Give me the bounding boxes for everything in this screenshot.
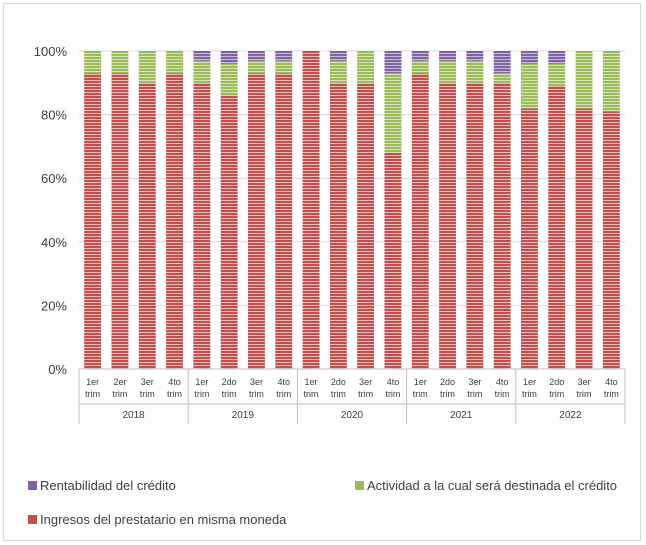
x-tick-label: 2do trim xyxy=(222,377,237,399)
bar-segment-s2-c11 xyxy=(384,51,402,74)
bar-segment-s0-c15 xyxy=(493,82,511,370)
x-tick-label: 4to trim xyxy=(167,377,182,399)
bar-segment-s1-c19 xyxy=(602,51,620,112)
bar-segment-s0-c2 xyxy=(138,82,156,370)
x-tick-label: 3er trim xyxy=(577,377,592,399)
x-tick-label: 4to trim xyxy=(385,377,400,399)
legend-item-rentabilidad: Rentabilidad del crédito xyxy=(28,478,176,493)
y-tick-label: 40% xyxy=(41,235,67,250)
bar-segment-s0-c8 xyxy=(302,51,320,369)
legend-label-rentabilidad: Rentabilidad del crédito xyxy=(40,478,176,493)
bar-segment-s2-c14 xyxy=(466,51,484,61)
bar-segment-s0-c5 xyxy=(220,95,238,370)
x-group-label: 2018 xyxy=(122,410,145,421)
x-tick-label: 3er trim xyxy=(140,377,155,399)
x-tick-label: 2do trim xyxy=(549,377,564,399)
y-tick-label: 20% xyxy=(41,298,67,313)
legend-label-actividad: Actividad a la cual será destinada el cr… xyxy=(367,478,618,493)
bar-segment-s0-c9 xyxy=(329,82,347,370)
bar-segment-s1-c0 xyxy=(84,51,102,74)
bar-segment-s0-c0 xyxy=(84,73,102,369)
y-tick-label: 60% xyxy=(41,171,67,186)
bar-segment-s1-c5 xyxy=(220,63,238,96)
bar-segment-s1-c10 xyxy=(357,51,375,83)
legend-swatch-purple-icon xyxy=(28,481,37,490)
bar-segment-s0-c14 xyxy=(466,82,484,370)
y-tick-label: 80% xyxy=(41,108,67,123)
x-tick-label: 2do trim xyxy=(331,377,346,399)
bar-segment-s2-c9 xyxy=(329,51,347,61)
legend-item-actividad: Actividad a la cual será destinada el cr… xyxy=(355,478,617,493)
bar-segment-s1-c15 xyxy=(493,73,511,83)
x-group-label: 2019 xyxy=(232,410,255,421)
bar-segment-s0-c10 xyxy=(357,82,375,370)
bar-segment-s1-c16 xyxy=(520,63,538,109)
bar-segment-s2-c13 xyxy=(439,51,457,61)
bar-segment-s0-c11 xyxy=(384,152,402,369)
bar-segment-s2-c6 xyxy=(247,51,265,61)
bar-segment-s0-c1 xyxy=(111,73,129,369)
bar-segment-s1-c3 xyxy=(166,51,184,74)
x-tick-label: 1er trim xyxy=(522,377,537,399)
gridlines xyxy=(79,50,625,306)
bar-segment-s1-c17 xyxy=(548,63,566,86)
x-tick-label: 2er trim xyxy=(112,377,127,399)
x-tick-label: 3er trim xyxy=(249,377,264,399)
bar-segment-s1-c11 xyxy=(384,73,402,153)
bar-segment-s0-c17 xyxy=(548,85,566,369)
legend-swatch-green-icon xyxy=(355,481,364,490)
bar-segment-s2-c17 xyxy=(548,51,566,64)
x-tick-label: 4to trim xyxy=(276,377,291,399)
bar-segment-s1-c12 xyxy=(411,60,429,74)
x-tick-label: 1er trim xyxy=(85,377,100,399)
bar-segment-s1-c14 xyxy=(466,60,484,83)
bar-segment-s2-c7 xyxy=(275,51,293,61)
bar-segment-s2-c12 xyxy=(411,51,429,61)
bar-segment-s0-c16 xyxy=(520,108,538,370)
bar-segment-s1-c9 xyxy=(329,60,347,83)
legend-swatch-red-icon xyxy=(28,515,37,524)
bar-segment-s0-c13 xyxy=(439,82,457,370)
bar-segment-s0-c19 xyxy=(602,111,620,370)
y-tick-label: 100% xyxy=(34,44,68,59)
bar-segment-s1-c2 xyxy=(138,51,156,83)
bar-segment-s2-c15 xyxy=(493,51,511,74)
y-tick-label: 0% xyxy=(48,362,67,377)
axes: 0% 20% 40% 60% 80% 100% 1er trim 2er trim 3er trim 4… xyxy=(34,44,626,424)
bar-segment-s1-c1 xyxy=(111,51,129,74)
x-tick-label: 1er trim xyxy=(194,377,209,399)
x-tick-label: 1er trim xyxy=(413,377,428,399)
legend-label-ingresos: Ingresos del prestatario en misma moneda xyxy=(40,512,287,527)
x-tick-label: 4to trim xyxy=(495,377,510,399)
bar-segment-s2-c16 xyxy=(520,51,538,64)
x-tick-label: 4to trim xyxy=(604,377,619,399)
bar-segment-s0-c4 xyxy=(193,82,211,370)
bar-segment-s2-c5 xyxy=(220,51,238,64)
bar-segment-s0-c12 xyxy=(411,73,429,369)
bar-segment-s0-c7 xyxy=(275,73,293,369)
bar-segment-s1-c6 xyxy=(247,60,265,74)
x-tick-label: 3er trim xyxy=(358,377,373,399)
bar-segment-s0-c3 xyxy=(166,73,184,369)
legend-item-ingresos: Ingresos del prestatario en misma moneda xyxy=(28,512,286,527)
bar-segment-s1-c13 xyxy=(439,60,457,83)
bar-segment-s0-c18 xyxy=(575,108,593,370)
x-group-label: 2020 xyxy=(341,410,364,421)
x-tick-label: 2do trim xyxy=(440,377,455,399)
bar-segment-s1-c7 xyxy=(275,60,293,74)
bar-segment-s1-c4 xyxy=(193,60,211,83)
bar-segment-s0-c6 xyxy=(247,73,265,369)
x-tick-label: 3er trim xyxy=(467,377,482,399)
x-tick-label: 1er trim xyxy=(304,377,319,399)
bar-segment-s1-c18 xyxy=(575,51,593,109)
bars xyxy=(84,51,620,370)
bar-segment-s2-c4 xyxy=(193,51,211,61)
x-group-label: 2021 xyxy=(450,410,473,421)
x-group-label: 2022 xyxy=(559,410,582,421)
